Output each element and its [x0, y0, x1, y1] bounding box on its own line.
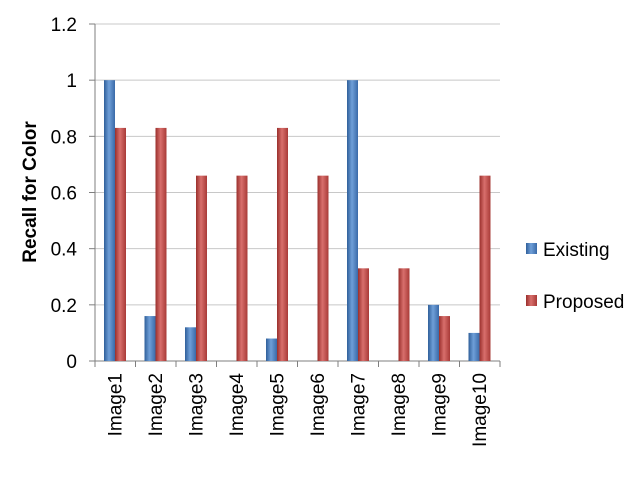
x-tick-label: Image6 [308, 373, 329, 436]
bar-proposed [196, 175, 207, 361]
bar-proposed [398, 268, 410, 361]
bar-existing [468, 332, 480, 361]
bar-existing [266, 338, 277, 361]
legend: Existing Proposed [526, 240, 624, 313]
bar-proposed [479, 175, 491, 361]
bar-existing [347, 80, 358, 362]
x-tick-label: Image9 [429, 373, 450, 436]
y-tick-label: 1 [66, 71, 77, 92]
bar-proposed [317, 175, 329, 361]
x-tick-label: Image4 [227, 373, 248, 437]
y-tick-label: 0.6 [51, 184, 77, 205]
bar-existing [104, 80, 115, 362]
bar-proposed [277, 127, 288, 362]
y-tick-label: 0 [66, 352, 77, 373]
bars [104, 80, 491, 362]
x-tick-label: Image2 [146, 373, 167, 436]
x-tick-label: Image1 [105, 373, 126, 436]
y-axis-label: Recall for Color [20, 121, 41, 263]
x-tick-label: Image7 [348, 373, 369, 436]
y-tick-label: 0.2 [51, 296, 77, 317]
x-tick-label: Image10 [470, 373, 491, 447]
x-tick-label: Image8 [389, 373, 410, 436]
bar-proposed [115, 127, 126, 362]
bar-existing [144, 316, 156, 361]
bar-proposed [236, 175, 248, 361]
x-tick-label: Image3 [186, 373, 207, 436]
bar-proposed [358, 268, 369, 361]
y-tick-label: 0.8 [51, 127, 77, 148]
legend-swatch-existing [526, 243, 537, 254]
x-tick-label: Image5 [267, 373, 288, 436]
legend-label-existing: Existing [543, 240, 610, 261]
y-axis-ticks: 0 0.2 0.4 0.6 0.8 1 1.2 [51, 15, 95, 373]
y-tick-label: 1.2 [51, 15, 77, 36]
bar-existing [185, 327, 196, 361]
x-axis-ticks: Image1 Image2 Image3 Image4 Image5 Image6 Imag… [94, 361, 501, 447]
bar-proposed [439, 316, 450, 361]
bar-proposed [155, 127, 167, 362]
bar-existing [428, 304, 439, 361]
y-tick-label: 0.4 [51, 240, 78, 261]
legend-swatch-proposed [526, 295, 537, 306]
legend-label-proposed: Proposed [543, 292, 624, 313]
